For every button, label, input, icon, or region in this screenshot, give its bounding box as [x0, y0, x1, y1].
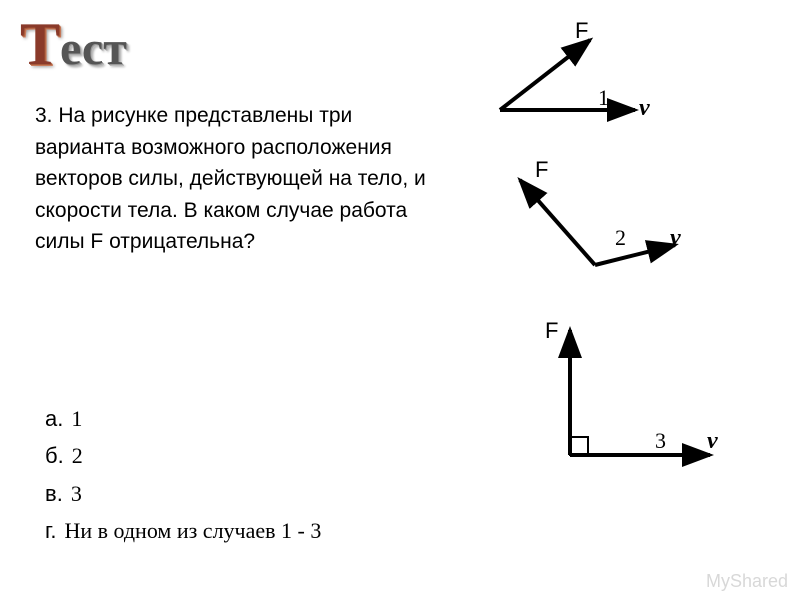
question-text: 3. На рисунке представлены три варианта …	[35, 100, 435, 258]
answers-block: а. 1 б. 2 в. 3 г. Ни в одном из случаев …	[45, 400, 321, 550]
answer-value: Ни в одном из случаев 1 - 3	[64, 512, 321, 549]
diagram-3-svg: F 3 v	[535, 310, 735, 480]
diagram-2-F-label: F	[535, 157, 548, 182]
question-body: На рисунке представлены три варианта воз…	[35, 104, 426, 253]
title-rest: ест	[60, 22, 127, 75]
diagram-1-v-label: v	[639, 95, 650, 121]
answer-label: в.	[45, 475, 63, 512]
diagram-1: F 1 v	[480, 20, 680, 120]
answer-value: 2	[72, 437, 83, 474]
diagram-3-F-label: F	[545, 318, 558, 343]
question-number: 3.	[35, 104, 53, 127]
answer-value: 3	[71, 475, 82, 512]
answer-label: г.	[45, 512, 56, 549]
answer-b: б. 2	[45, 437, 321, 474]
answer-a: а. 1	[45, 400, 321, 437]
watermark: MyShared	[706, 571, 788, 592]
diagram-3-num: 3	[655, 428, 666, 453]
diagram-3: F 3 v	[535, 310, 735, 480]
diagram-2-svg: F 2 v	[480, 155, 700, 285]
diagram-3-v-label: v	[707, 428, 718, 454]
diagram-2: F 2 v	[480, 155, 690, 275]
diagram-2-v-label: v	[670, 225, 681, 251]
diagram-1-svg: F 1 v	[480, 20, 680, 130]
test-title: Тест	[20, 10, 127, 79]
answer-c: в. 3	[45, 475, 321, 512]
title-first-letter: Т	[20, 11, 60, 77]
answer-label: а.	[45, 400, 63, 437]
diagram-1-num: 1	[598, 85, 609, 110]
diagram-2-num: 2	[615, 225, 626, 250]
answer-d: г. Ни в одном из случаев 1 - 3	[45, 512, 321, 549]
diagram-1-F-label: F	[575, 20, 588, 43]
answer-label: б.	[45, 437, 64, 474]
answer-value: 1	[71, 400, 82, 437]
